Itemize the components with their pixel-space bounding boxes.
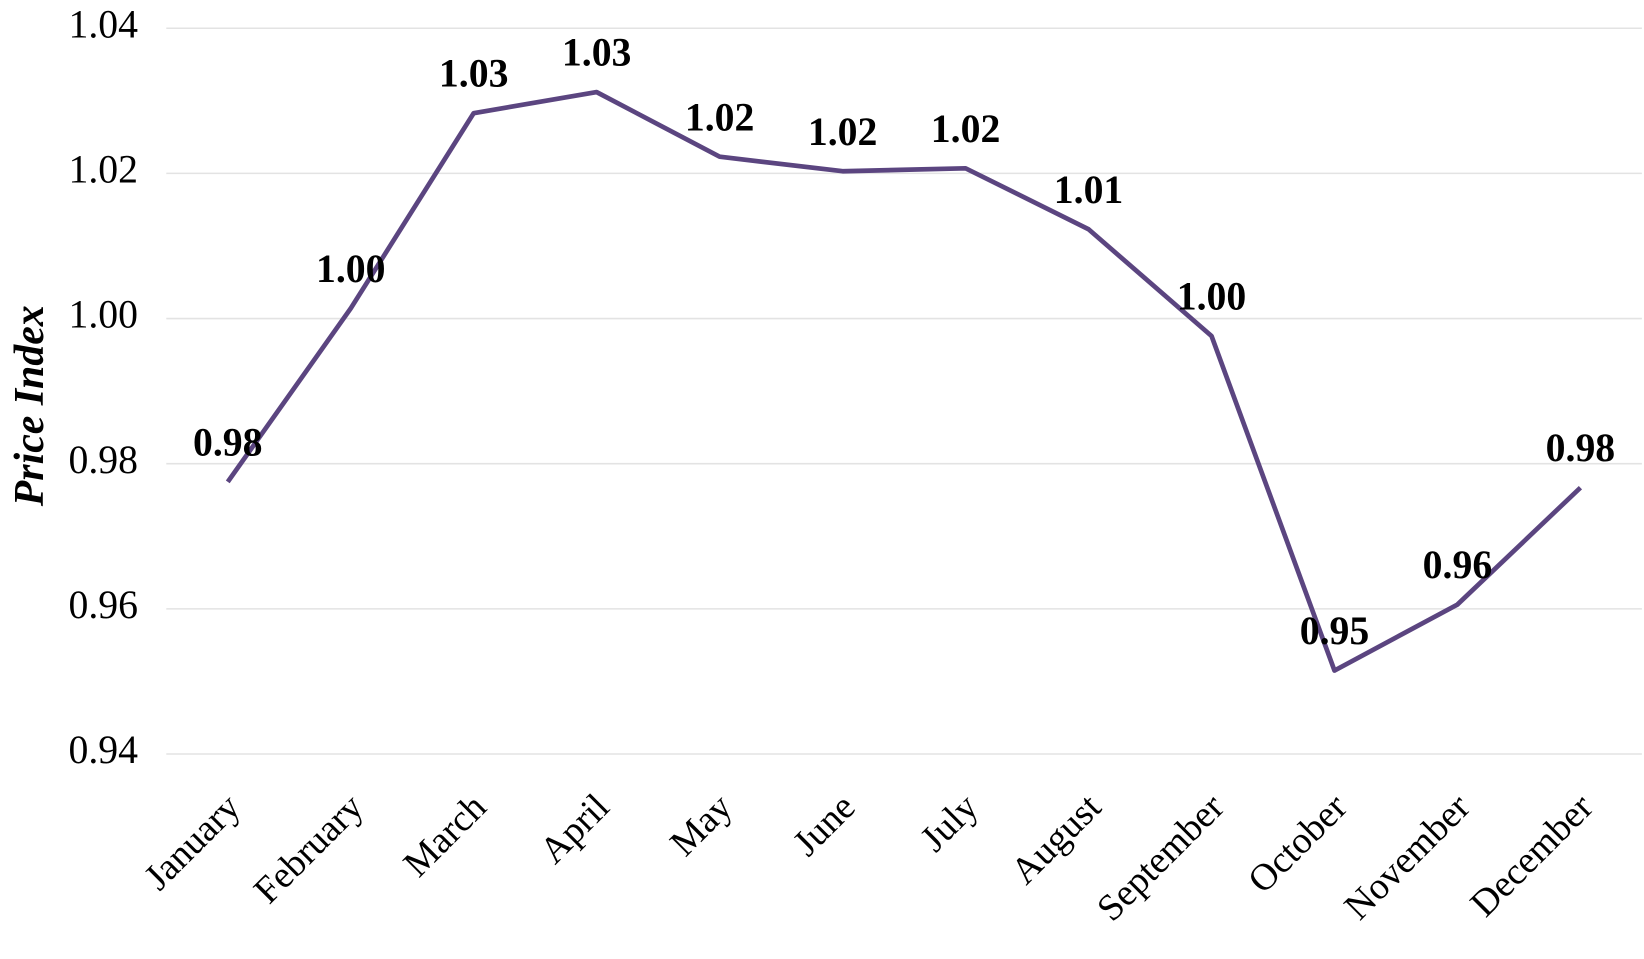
data-label: 1.02: [931, 107, 1001, 151]
data-label: 1.01: [1054, 168, 1124, 212]
data-label: 1.02: [808, 110, 878, 154]
x-tick-label: July: [912, 786, 986, 860]
x-tick-label: April: [532, 786, 618, 872]
data-label: 1.00: [316, 247, 386, 291]
data-label: 0.98: [1546, 426, 1616, 470]
y-tick-label: 0.98: [68, 438, 138, 482]
x-tick-label: June: [785, 786, 863, 864]
y-tick-label: 0.96: [68, 583, 138, 627]
x-tick-label: February: [246, 786, 372, 912]
data-label: 0.96: [1423, 543, 1493, 587]
data-label: 0.95: [1300, 609, 1370, 653]
data-label: 1.02: [685, 95, 755, 139]
x-tick-label: March: [395, 786, 494, 885]
data-label: 0.98: [193, 420, 263, 464]
x-tick-label: May: [662, 786, 741, 865]
x-tick-label: October: [1240, 786, 1356, 902]
y-axis-label: Price Index: [7, 305, 53, 507]
x-tick-label: September: [1089, 786, 1233, 930]
x-tick-label: November: [1336, 786, 1478, 928]
y-tick-label: 1.04: [68, 2, 138, 46]
x-tick-label: January: [136, 786, 249, 899]
data-label: 1.03: [562, 31, 632, 75]
y-tick-label: 0.94: [68, 728, 138, 772]
x-tick-label: August: [1003, 786, 1110, 893]
y-tick-label: 1.00: [68, 293, 138, 337]
data-label: 1.00: [1177, 275, 1247, 319]
x-tick-label: December: [1462, 786, 1601, 925]
line: [225, 89, 1583, 673]
y-tick-label: 1.02: [68, 148, 138, 192]
data-label: 1.03: [439, 52, 509, 96]
